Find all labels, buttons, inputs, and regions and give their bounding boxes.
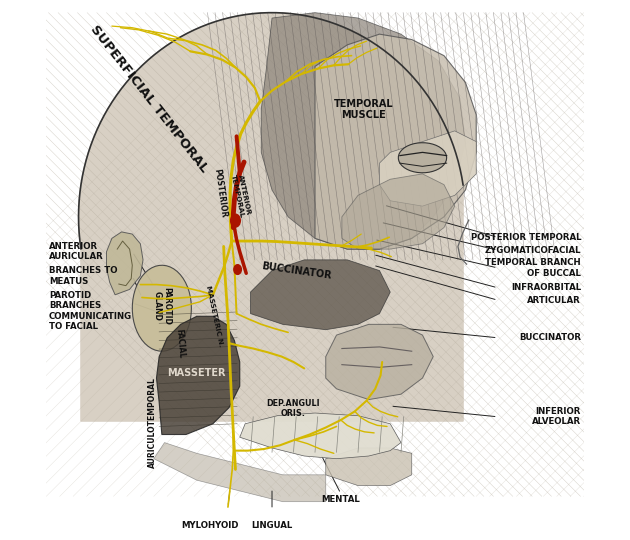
Text: LINGUAL: LINGUAL (251, 521, 292, 530)
Text: TEMPORAL BRANCH
OF BUCCAL: TEMPORAL BRANCH OF BUCCAL (485, 258, 581, 278)
Polygon shape (154, 443, 326, 502)
Text: PAROTID
GLAND: PAROTID GLAND (152, 287, 171, 325)
Text: POSTERIOR: POSTERIOR (212, 167, 228, 218)
Polygon shape (240, 413, 401, 458)
Polygon shape (326, 325, 433, 400)
Polygon shape (156, 316, 240, 435)
Text: ANTERIOR
AURICULAR: ANTERIOR AURICULAR (49, 242, 104, 261)
Text: BUCCINATOR: BUCCINATOR (519, 333, 581, 342)
Text: BRANCHES TO
MEATUS: BRANCHES TO MEATUS (49, 266, 117, 286)
Polygon shape (398, 143, 447, 173)
Text: ZYGOMATICOFACIAL: ZYGOMATICOFACIAL (484, 246, 581, 255)
Polygon shape (251, 260, 390, 330)
Text: ARTICULAR: ARTICULAR (527, 296, 581, 305)
Text: MASSETER: MASSETER (168, 368, 226, 377)
Text: MYLOHYOID: MYLOHYOID (181, 521, 239, 530)
Polygon shape (106, 232, 143, 295)
Text: DEP.ANGULI
ORIS.: DEP.ANGULI ORIS. (266, 399, 320, 418)
Polygon shape (261, 12, 466, 249)
Polygon shape (315, 34, 476, 249)
Ellipse shape (231, 214, 240, 227)
Text: FACIAL: FACIAL (174, 328, 185, 358)
Ellipse shape (234, 265, 241, 274)
Text: MASSETERIC N.: MASSETERIC N. (205, 285, 224, 347)
Text: INFRAORBITAL: INFRAORBITAL (511, 284, 581, 292)
Text: POSTERIOR TEMPORAL: POSTERIOR TEMPORAL (471, 233, 581, 242)
Polygon shape (342, 174, 455, 249)
Polygon shape (132, 265, 192, 351)
Text: MENTAL: MENTAL (321, 495, 360, 504)
Polygon shape (326, 448, 412, 485)
Text: BUCCINATOR: BUCCINATOR (261, 261, 332, 280)
Text: TEMPORAL
MUSCLE: TEMPORAL MUSCLE (333, 99, 393, 120)
Text: SUPERFICIAL TEMPORAL: SUPERFICIAL TEMPORAL (88, 23, 211, 175)
Polygon shape (79, 12, 463, 421)
Polygon shape (379, 131, 476, 206)
Text: INFERIOR
ALVEOLAR: INFERIOR ALVEOLAR (532, 407, 581, 427)
Text: ANTERIOR
TEMPORAL: ANTERIOR TEMPORAL (230, 172, 252, 218)
Text: PAROTID
BRANCHES
COMMUNICATING
TO FACIAL: PAROTID BRANCHES COMMUNICATING TO FACIAL (49, 291, 132, 331)
Text: AURICULOTEMPORAL: AURICULOTEMPORAL (147, 377, 157, 468)
